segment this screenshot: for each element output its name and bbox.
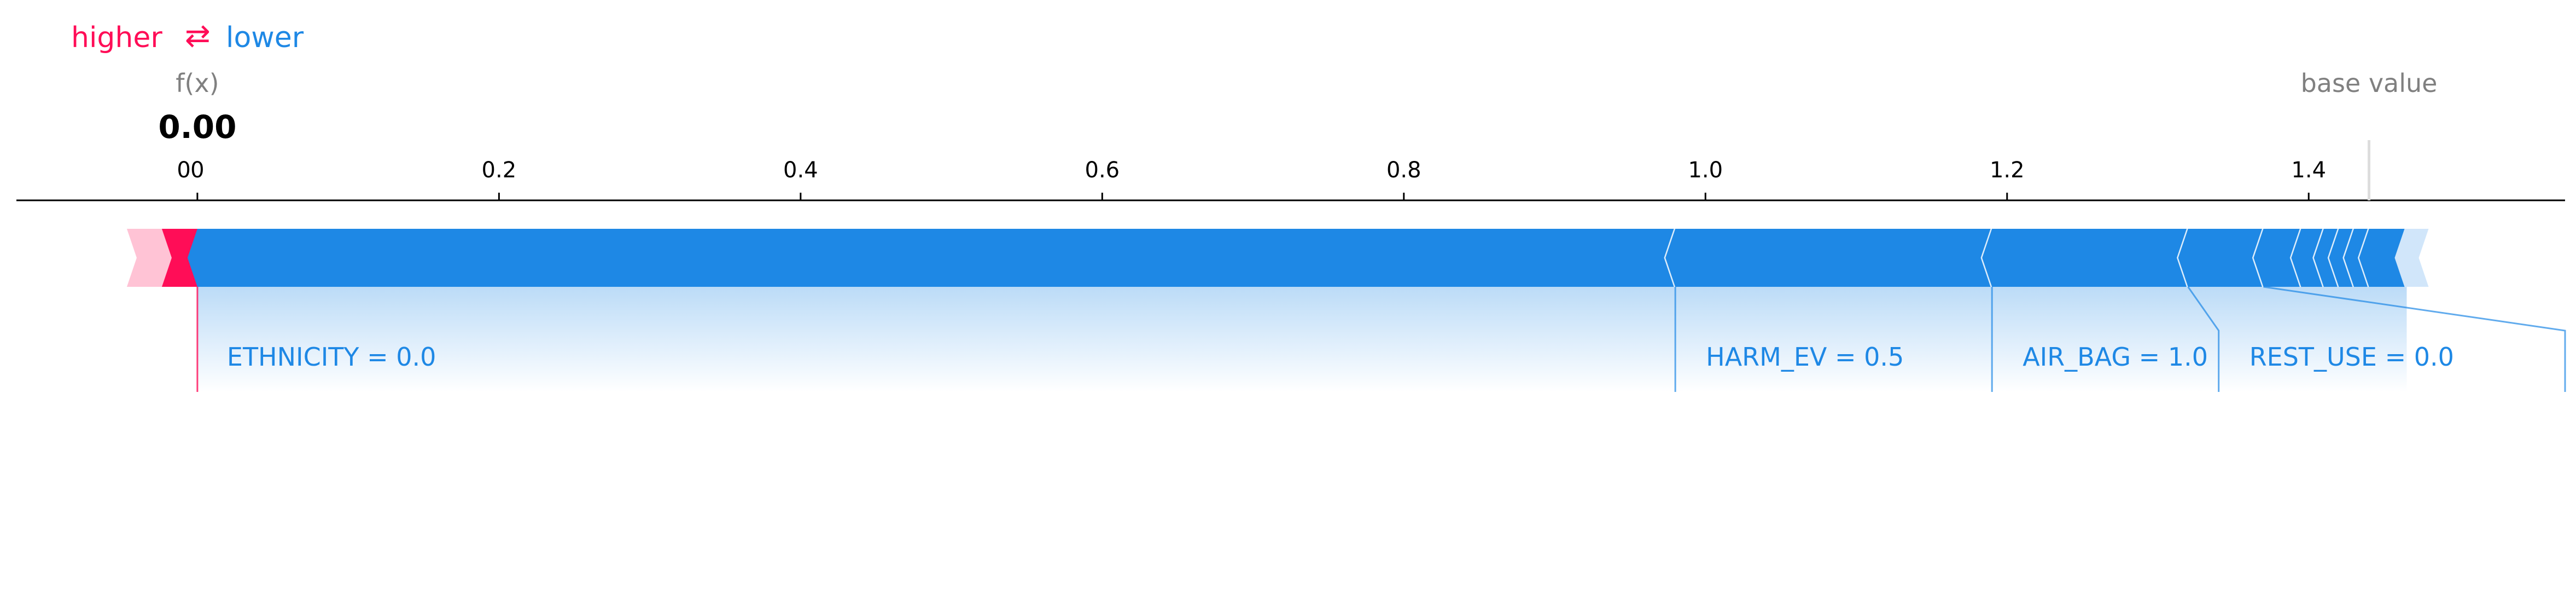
x-tick-label: 1.2 bbox=[1990, 158, 2025, 183]
negative-connector bbox=[2187, 286, 2220, 392]
x-tick-label: 0.4 bbox=[783, 158, 818, 183]
negative-force-segment bbox=[1982, 229, 2188, 287]
legend: higher ⇄ lower bbox=[71, 18, 304, 54]
negative-force-segment bbox=[2291, 229, 2324, 287]
feature-labels: ETHNICITY = 0.0 HARM_EV = 0.5 AIR_BAG = 1.… bbox=[227, 342, 2454, 372]
negative-shading bbox=[197, 287, 2407, 392]
fx-value: 0.00 bbox=[158, 108, 236, 146]
x-tick-label: 1.4 bbox=[2291, 158, 2326, 183]
negative-force-segment bbox=[2359, 229, 2407, 287]
legend-arrow-icon: ⇄ bbox=[185, 18, 211, 54]
x-tick-label: 1.0 bbox=[1688, 158, 1723, 183]
x-axis: 0 0.2 0.4 0.6 0.8 1.0 1.2 1.4 0 bbox=[16, 140, 2565, 201]
negative-force-segment bbox=[1665, 229, 1992, 287]
fx-label: f(x) bbox=[176, 68, 219, 98]
negative-force-segment bbox=[2178, 229, 2264, 287]
positive-end-cap bbox=[126, 229, 172, 287]
force-bars bbox=[126, 228, 2429, 287]
feature-label: AIR_BAG = 1.0 bbox=[2023, 342, 2208, 372]
legend-lower-label: lower bbox=[226, 21, 304, 54]
negative-connector-end bbox=[2263, 286, 2566, 392]
feature-label-ethnicity: ETHNICITY = 0.0 bbox=[227, 342, 436, 372]
base-value-label: base value bbox=[2301, 68, 2438, 98]
negative-shade-region bbox=[197, 287, 2407, 392]
negative-end-cap bbox=[2394, 229, 2429, 287]
negative-force-segment bbox=[2253, 229, 2301, 287]
x-tick-label: 0.2 bbox=[482, 158, 517, 183]
feature-connectors bbox=[196, 286, 2566, 392]
x-tick-label: 0.8 bbox=[1386, 158, 1421, 183]
legend-higher-label: higher bbox=[71, 21, 162, 54]
feature-label: HARM_EV = 0.5 bbox=[1706, 342, 1904, 372]
feature-label: REST_USE = 0.0 bbox=[2249, 342, 2454, 372]
x-tick-label-extra: 0 bbox=[177, 158, 190, 183]
x-tick-label: 0 bbox=[190, 158, 204, 183]
negative-force-segment bbox=[187, 229, 1676, 287]
x-tick-label: 0.6 bbox=[1085, 158, 1120, 183]
